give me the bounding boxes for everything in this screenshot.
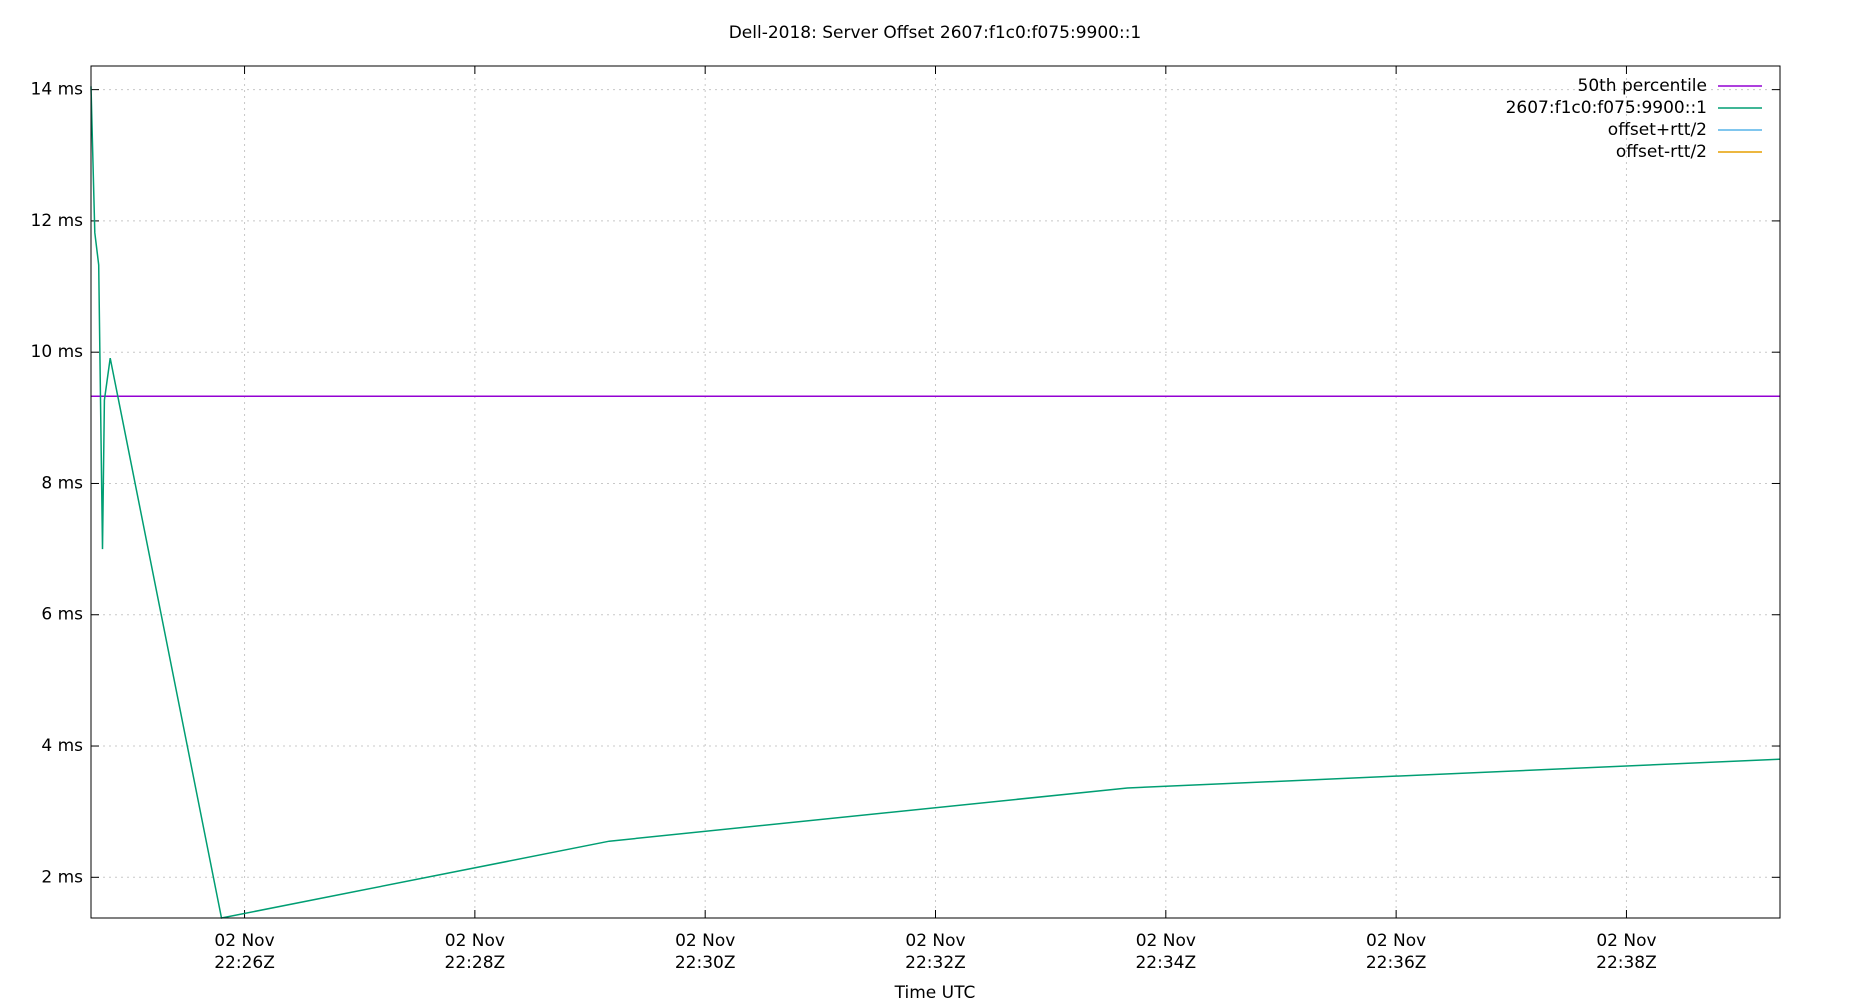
- series-line: [90, 86, 1781, 919]
- x-tick-label: 02 Nov 22:30Z: [675, 931, 736, 973]
- x-tick-label: 02 Nov 22:26Z: [214, 931, 275, 973]
- y-tick-label: 2 ms: [41, 867, 83, 887]
- legend-label: 2607:f1c0:f075:9900::1: [1506, 98, 1707, 118]
- x-tick-label: 02 Nov 22:36Z: [1366, 931, 1427, 973]
- x-tick-label: 02 Nov 22:32Z: [905, 931, 966, 973]
- legend-label: offset+rtt/2: [1608, 120, 1707, 140]
- y-tick-label: 10 ms: [31, 342, 84, 362]
- x-axis-label: Time UTC: [894, 983, 976, 1000]
- y-tick-label: 12 ms: [31, 211, 84, 231]
- y-tick-label: 6 ms: [41, 605, 83, 625]
- legend-label: offset-rtt/2: [1616, 142, 1707, 162]
- x-tick-label: 02 Nov 22:34Z: [1135, 931, 1196, 973]
- plot-frame: [90, 65, 1781, 919]
- legend-label: 50th percentile: [1578, 76, 1708, 96]
- chart-title: Dell-2018: Server Offset 2607:f1c0:f075:…: [729, 23, 1142, 43]
- y-tick-label: 4 ms: [41, 736, 83, 756]
- x-tick-label: 02 Nov 22:38Z: [1596, 931, 1657, 973]
- y-tick-label: 14 ms: [31, 80, 84, 100]
- y-tick-label: 8 ms: [41, 473, 83, 493]
- x-tick-label: 02 Nov 22:28Z: [445, 931, 506, 973]
